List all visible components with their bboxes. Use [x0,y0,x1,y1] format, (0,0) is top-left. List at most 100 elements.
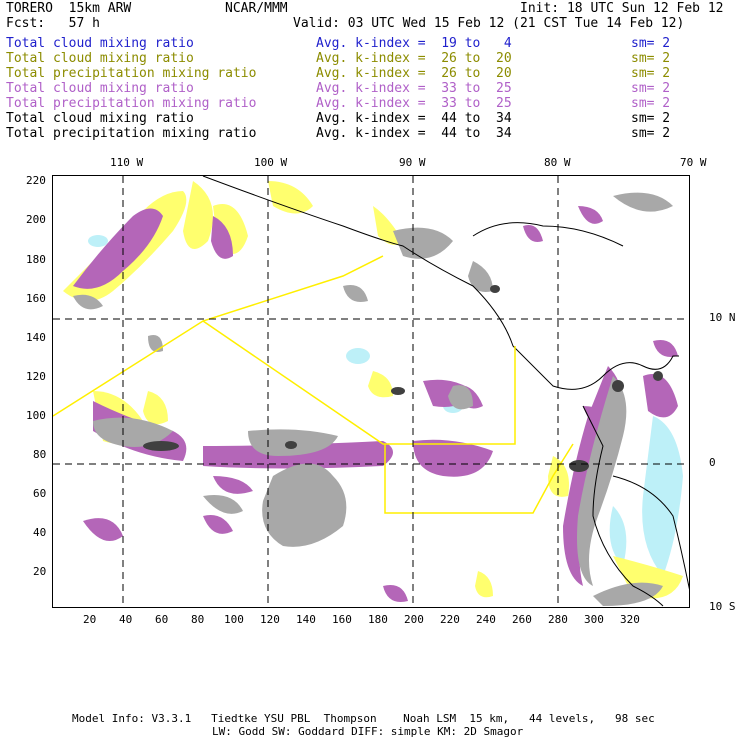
dark-core [612,380,624,392]
x-tick-label: 280 [548,613,568,626]
x-tick-label: 100 [224,613,244,626]
purple-precip-area [523,225,543,242]
purple-precip-area [413,439,493,477]
legend-field: Total cloud mixing ratio [6,81,194,96]
yellow-cloud-area [475,571,493,598]
lon-label: 80 W [544,156,571,169]
y-tick-label: 120 [26,370,46,383]
gray-cloud-area [393,227,453,259]
purple-precip-area [383,585,408,602]
legend-field: Total precipitation mixing ratio [6,66,257,81]
dark-core [569,460,589,472]
legend-field: Total precipitation mixing ratio [6,96,257,111]
grid [53,176,689,607]
legend-range: Avg. k-index = 44 to 34 [316,111,512,126]
map-canvas [53,176,689,607]
legend-row: Total cloud mixing ratio Avg. k-index = … [6,51,670,66]
y-tick-label: 80 [33,448,47,461]
dark-core [143,441,179,451]
dark-core [391,387,405,395]
y-tick-label: 140 [26,331,46,344]
lon-label: 110 W [110,156,144,169]
yellow-cloud-area [268,181,313,214]
legend-row: Total precipitation mixing ratio Avg. k-… [6,126,670,141]
gray-cloud-layer [73,192,673,606]
cyan-cloud-area [346,348,370,364]
x-tick-label: 20 [83,613,97,626]
legend-smoothing: sm= 2 [631,51,671,66]
init-time: Init: 18 UTC Sun 12 Feb 12 [520,1,724,16]
domain-outline-line [53,255,384,417]
purple-precip-area [578,206,603,224]
gray-cloud-area [468,261,493,292]
x-tick-label: 300 [584,613,604,626]
purple-precip-area [203,515,233,534]
y-tick-label: 220 [26,174,46,187]
valid-time: Valid: 03 UTC Wed 15 Feb 12 (21 CST Tue … [293,16,685,31]
x-tick-label: 260 [512,613,532,626]
lon-label: 90 W [399,156,426,169]
cyan-cloud-area [609,506,627,566]
cyan-cloud-area [88,235,108,247]
y-tick-label: 200 [26,213,46,226]
x-tick-label: 320 [620,613,640,626]
x-tick-label: 80 [191,613,205,626]
y-tick-label: 180 [26,253,46,266]
legend-range: Avg. k-index = 26 to 20 [316,66,512,81]
x-tick-label: 160 [332,613,352,626]
x-tick-label: 120 [260,613,280,626]
legend-field: Total cloud mixing ratio [6,111,194,126]
purple-precip-area [211,216,233,259]
legend-smoothing: sm= 2 [631,36,671,51]
x-tick-label: 200 [404,613,424,626]
y-tick-label: 100 [26,409,46,422]
legend-smoothing: sm= 2 [631,126,671,141]
gray-cloud-area [93,417,173,447]
legend-smoothing: sm= 2 [631,81,671,96]
legend-range: Avg. k-index = 33 to 25 [316,96,512,111]
y-tick-label: 40 [33,526,47,539]
legend-smoothing: sm= 2 [631,111,671,126]
gray-cloud-area [343,285,368,302]
model-info: Model Info: V3.3.1 Tiedtke YSU PBL Thomp… [72,712,655,725]
org-label: NCAR/MMM [225,1,288,16]
gray-cloud-area [448,385,473,410]
coastline-caribbean [472,222,624,247]
gray-cloud-area [593,582,663,606]
domain-outline [53,255,574,514]
lon-label: 70 W [680,156,707,169]
lat-label: 10 S [709,600,736,613]
purple-precip-area [213,476,253,494]
lat-label: 10 N [709,311,736,324]
purple-precip-area [653,340,678,357]
model-title: TORERO 15km ARW [6,1,132,16]
legend-row: Total cloud mixing ratio Avg. k-index = … [6,111,670,126]
yellow-cloud-area [183,181,213,249]
purple-precip-area [73,208,163,289]
legend-smoothing: sm= 2 [631,66,671,81]
legend-row: Total precipitation mixing ratio Avg. k-… [6,96,670,111]
coastline-south-america [582,405,664,607]
gray-cloud-area [148,335,163,352]
legend-range: Avg. k-index = 19 to 4 [316,36,512,51]
lon-label: 100 W [254,156,288,169]
gray-cloud-area [577,376,627,586]
dark-core [285,441,297,449]
land-border [612,475,689,590]
gray-cloud-area [73,294,103,310]
x-tick-label: 220 [440,613,460,626]
purple-precip-area [643,374,678,418]
x-tick-label: 40 [119,613,133,626]
legend-smoothing: sm= 2 [631,96,671,111]
legend-field: Total cloud mixing ratio [6,36,194,51]
y-tick-label: 160 [26,292,46,305]
legend-range: Avg. k-index = 26 to 20 [316,51,512,66]
dark-core [490,285,500,293]
cyan-cloud-area [642,416,683,576]
gray-cloud-area [203,495,243,514]
legend-row: Total cloud mixing ratio Avg. k-index = … [6,81,670,96]
yellow-cloud-area [368,371,393,398]
legend-row: Total precipitation mixing ratio Avg. k-… [6,66,670,81]
legend-field: Total cloud mixing ratio [6,51,194,66]
x-tick-label: 180 [368,613,388,626]
